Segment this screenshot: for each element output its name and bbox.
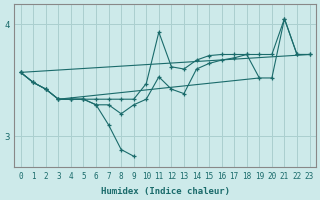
X-axis label: Humidex (Indice chaleur): Humidex (Indice chaleur) (100, 187, 230, 196)
